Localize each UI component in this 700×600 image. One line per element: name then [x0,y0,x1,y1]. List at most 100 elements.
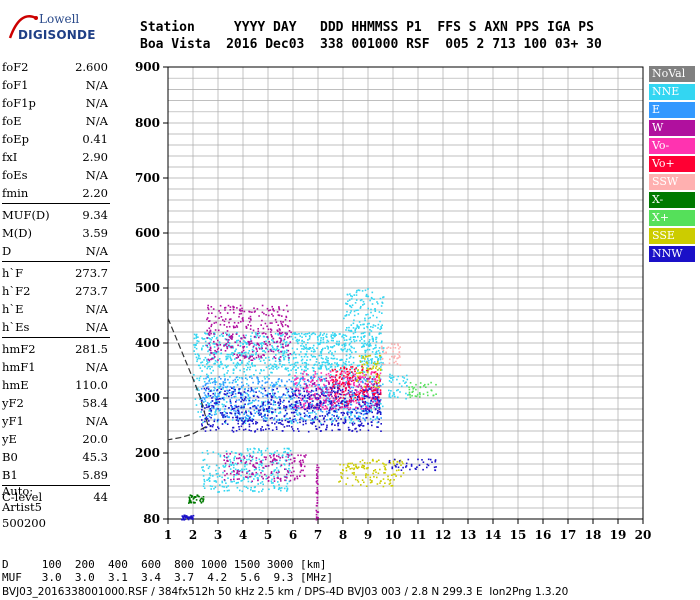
echo-point [308,384,311,386]
echo-point [217,427,220,430]
echo-point [279,400,282,403]
echo-point [193,337,196,340]
echo-point [281,456,284,459]
echo-point [306,373,308,376]
echo-point [230,335,233,337]
echo-point [256,343,259,345]
echo-point [238,399,240,401]
echo-point [252,422,254,425]
echo-point [241,397,244,400]
echo-point [338,387,341,390]
echo-point [223,345,225,347]
echo-point [367,288,369,290]
echo-point [282,393,285,395]
echo-point [358,392,361,395]
echo-point [388,461,391,464]
echo-point [357,370,359,372]
echo-point [368,341,370,343]
echo-point [369,417,372,420]
echo-point [318,384,320,386]
echo-point [365,474,367,477]
param-label: hmE [2,378,29,392]
param-value: 44 [93,490,108,504]
echo-point [291,395,293,397]
echo-point [355,299,358,301]
echo-point [345,344,347,346]
echo-point [365,406,368,409]
echo-point [299,365,302,368]
x-tick-label: 9 [364,528,372,542]
param-label: h`F2 [2,284,31,298]
echo-point [207,453,209,455]
echo-point [229,412,232,414]
echo-point [409,468,411,471]
echo-point [392,460,395,463]
x-tick-label: 15 [510,528,527,542]
echo-point [376,476,378,479]
echo-point [381,324,383,326]
echo-point [316,406,318,409]
echo-point [378,404,380,406]
echo-point [344,393,346,396]
echo-point [207,478,210,480]
echo-point [196,494,198,497]
echo-point [329,366,332,368]
echo-point [251,458,254,461]
echo-point [352,336,355,338]
echo-point [225,450,228,453]
echo-point [287,374,290,376]
x-tick-label: 16 [535,528,552,542]
echo-point [370,372,373,374]
echo-point [389,480,391,482]
echo-point [380,341,383,344]
echo-point [277,477,279,479]
echo-point [237,352,240,354]
echo-point [271,412,274,415]
echo-point [247,324,249,326]
param-value: N/A [85,96,108,110]
echo-point [327,340,330,343]
echo-point [350,386,353,389]
echo-point [416,393,419,396]
echo-point [270,399,273,401]
echo-point [207,306,209,309]
echo-point [231,336,234,338]
echo-point [279,457,281,459]
echo-point [338,393,341,395]
echo-point [358,403,361,406]
echo-point [395,466,397,468]
echo-point [203,470,205,472]
echo-point [241,453,243,455]
echo-point [326,407,328,410]
echo-point [228,339,230,341]
echo-point [232,372,235,374]
echo-point [332,357,334,360]
echo-point [307,430,310,433]
echo-point [296,422,299,424]
echo-point [218,393,220,395]
echo-point [352,322,355,325]
echo-point [244,428,247,431]
echo-point [342,463,345,466]
echo-point [253,344,256,346]
echo-point [309,347,311,349]
echo-point [226,333,228,336]
echo-point [255,466,257,469]
echo-point [358,321,361,323]
echo-point [225,358,228,361]
echo-point [207,350,209,353]
echo-point [212,369,214,372]
echo-point [332,397,335,399]
echo-point [372,326,374,329]
echo-point [366,411,368,413]
echo-point [378,376,380,378]
echo-point [222,414,225,416]
echo-point [347,392,350,394]
echo-point [331,337,333,339]
echo-point [342,397,345,399]
echo-point [232,305,234,308]
echo-point [379,378,381,381]
echo-point [371,371,373,373]
echo-point [348,385,350,388]
echo-point [334,406,336,408]
